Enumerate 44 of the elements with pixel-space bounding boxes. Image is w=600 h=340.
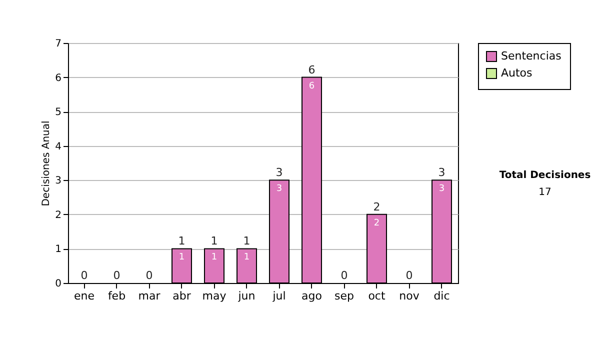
total-label: 0 [340,269,348,282]
data-label: 1 [244,252,250,263]
data-label: 1 [211,252,218,263]
x-tick-label: jul [272,290,286,302]
y-tick-label: 6 [55,72,62,84]
total-label: 6 [308,63,316,76]
data-label: 3 [276,184,282,194]
y-tick-label: 2 [55,210,62,221]
text: Total Decisiones [498,170,592,181]
x-tick-label: ago [302,290,322,302]
data-label: 2 [374,218,380,228]
y-tick-label: 5 [55,107,62,118]
y-tick-label: 7 [55,38,62,50]
x-tick-label: oct [368,290,386,302]
total-label: 0 [146,269,153,282]
total-label: 3 [438,166,446,180]
y-tick-label: 1 [55,244,62,256]
x-tick-label: jun [237,290,256,302]
total-label: 0 [80,269,88,282]
x-tick-label: nov [399,290,420,302]
x-tick-label: ene [74,290,95,302]
legend-label: Sentencias [501,50,562,62]
x-tick-label: sep [334,290,354,302]
total-label: 1 [210,234,218,248]
text: 17 [538,187,552,198]
y-tick-label: 3 [55,176,62,187]
x-tick-label: may [202,290,227,302]
total-label: 2 [373,200,380,214]
data-label: 1 [178,252,185,263]
total-label: 1 [178,234,186,248]
y-tick-label: 4 [55,141,62,152]
x-tick-label: dic [434,290,450,302]
legend-label: Autos [501,66,533,80]
y-axis-title: Decisiones Anual [41,120,52,206]
total-label: 0 [406,269,413,282]
data-label: 3 [438,184,445,194]
total-label: 0 [113,269,120,282]
x-tick-label: abr [172,290,192,302]
x-tick-label: mar [138,290,161,302]
data-label: 6 [308,81,315,92]
y-tick-label: 0 [55,278,62,290]
total-label: 3 [276,166,283,180]
x-tick-label: feb [108,290,126,302]
total-label: 1 [243,234,250,248]
